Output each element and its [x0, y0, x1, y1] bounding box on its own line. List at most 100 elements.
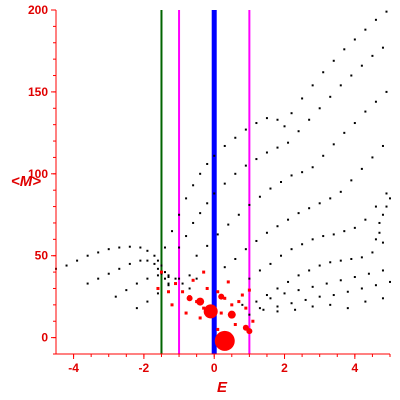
- point-s6-1: [206, 244, 209, 247]
- point-s8-0: [248, 277, 251, 280]
- point-s4-22: [364, 28, 367, 31]
- point-s0-2: [76, 259, 79, 262]
- point-s4-1: [171, 230, 174, 233]
- big-point-2: [196, 297, 205, 306]
- point-s14-20: [159, 270, 163, 274]
- point-s1-3: [118, 267, 121, 270]
- point-s5-4: [206, 202, 209, 205]
- point-s5-19: [360, 64, 363, 67]
- point-s7-7: [297, 212, 300, 215]
- point-s9-9: [360, 256, 363, 259]
- point-s4-6: [206, 162, 209, 165]
- point-s6-10: [301, 171, 304, 174]
- point-s8-10: [353, 226, 356, 229]
- point-s3-5: [188, 274, 191, 277]
- point-s5-12: [287, 141, 290, 144]
- point-s12-2: [276, 310, 279, 313]
- point-s1-7: [153, 262, 156, 265]
- point-s8-12: [374, 205, 377, 208]
- point-s7-2: [244, 248, 247, 251]
- point-s4-18: [322, 71, 325, 74]
- point-s14-18: [202, 270, 206, 274]
- point-s6-15: [353, 122, 356, 125]
- point-s1-6: [146, 259, 149, 262]
- point-s6-2: [216, 233, 219, 236]
- point-s9-2: [287, 280, 290, 283]
- point-s2-5: [167, 274, 170, 277]
- point-s4-10: [244, 128, 247, 131]
- point-s14-19: [226, 280, 230, 284]
- point-s4-21: [353, 38, 356, 41]
- point-s2-7: [181, 282, 184, 285]
- point-s8-8: [332, 233, 335, 236]
- point-s14-4: [202, 306, 206, 310]
- point-s1-0: [86, 282, 89, 285]
- point-s5-3: [199, 212, 202, 215]
- point-s4-0: [163, 246, 166, 249]
- point-s5-9: [255, 158, 258, 161]
- point-s0-9: [146, 249, 149, 252]
- point-s0-13: [163, 271, 166, 274]
- x-tick-label-2: 0: [211, 361, 218, 375]
- big-point-4: [186, 295, 193, 302]
- axes: -4 -2 0 2 4 0 50 100 150 200: [28, 3, 391, 375]
- point-s9-7: [339, 259, 342, 262]
- point-s9-6: [329, 261, 332, 264]
- point-s14-22: [167, 290, 171, 294]
- point-s4-24: [385, 10, 388, 13]
- point-s10-4: [311, 285, 314, 288]
- point-s4-17: [311, 84, 314, 87]
- big-point-7: [218, 293, 225, 300]
- point-s10-0: [255, 300, 258, 303]
- point-s10-5: [325, 282, 328, 285]
- point-s1-11: [167, 282, 170, 285]
- point-s4-3: [185, 197, 188, 200]
- point-s4-5: [199, 172, 202, 175]
- point-s12-0: [241, 303, 244, 306]
- point-s1-4: [128, 262, 131, 265]
- point-s12-4: [311, 305, 314, 308]
- point-s8-5: [301, 243, 304, 246]
- vertical-lines: [160, 10, 251, 354]
- point-s5-6: [223, 182, 226, 185]
- point-s14-6: [219, 311, 223, 315]
- point-s1-10: [163, 277, 166, 280]
- x-tick-label-3: 2: [281, 361, 288, 375]
- point-s14-13: [244, 306, 248, 310]
- point-s6-18: [385, 90, 388, 93]
- point-s4-13: [276, 118, 279, 121]
- point-s8-2: [269, 262, 272, 265]
- point-s11-4: [304, 298, 307, 301]
- point-s0-12: [160, 264, 163, 267]
- point-s7-1: [234, 257, 237, 260]
- point-s3-6: [195, 277, 198, 280]
- point-s6-0: [195, 254, 198, 257]
- y-tick-label-4: 200: [28, 3, 48, 17]
- point-s9-4: [308, 269, 311, 272]
- point-s13-1: [381, 213, 384, 216]
- point-s14-15: [205, 286, 209, 290]
- point-s7-13: [360, 167, 363, 170]
- point-s6-3: [227, 223, 230, 226]
- point-s4-8: [223, 144, 226, 147]
- point-s1-2: [107, 272, 110, 275]
- x-tick-label-1: -2: [139, 361, 150, 375]
- point-s0-3: [86, 254, 89, 257]
- point-s4-23: [374, 18, 377, 21]
- point-s2-3: [146, 277, 149, 280]
- point-s11-9: [374, 284, 377, 287]
- point-s6-16: [364, 110, 367, 113]
- point-s11-5: [318, 295, 321, 298]
- y-tick-label-2: 100: [28, 167, 48, 181]
- point-s8-6: [311, 238, 314, 241]
- point-s8-11: [364, 218, 367, 221]
- point-s5-11: [276, 146, 279, 149]
- point-s11-2: [276, 305, 279, 308]
- x-axis-title: E: [217, 379, 228, 396]
- point-s11-10: [389, 280, 391, 283]
- point-s1-9: [160, 272, 163, 275]
- point-s13-5: [378, 231, 381, 234]
- point-s14-24: [240, 293, 244, 297]
- point-s4-4: [192, 184, 195, 187]
